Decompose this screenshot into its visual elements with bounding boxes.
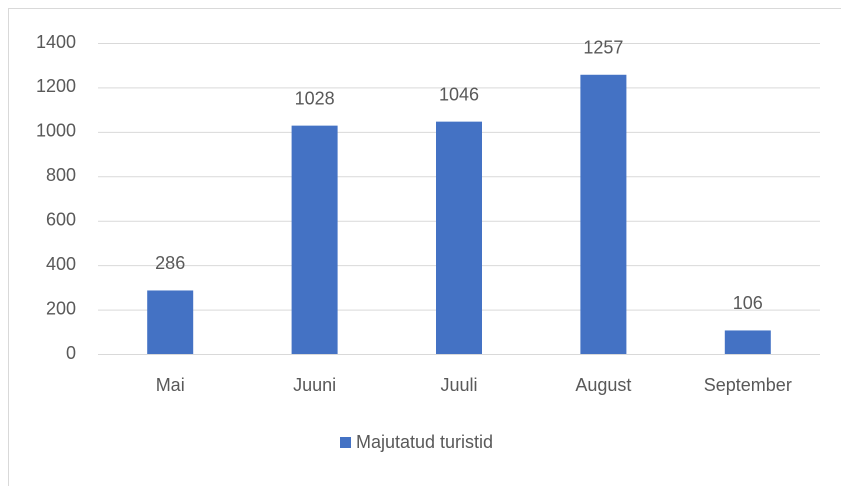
x-tick-label: Mai	[156, 375, 185, 395]
data-label: 106	[733, 293, 763, 313]
y-tick-label: 0	[66, 343, 76, 363]
bar	[291, 125, 338, 354]
legend-label: Majutatud turistid	[356, 432, 493, 452]
chart-frame	[8, 8, 841, 486]
data-label: 1046	[439, 84, 479, 104]
bar	[580, 74, 627, 355]
data-label: 1028	[295, 88, 335, 108]
y-tick-label: 400	[46, 254, 76, 274]
y-tick-label: 600	[46, 209, 76, 229]
data-label: 1257	[583, 38, 623, 58]
y-tick-label: 1200	[36, 76, 76, 96]
x-tick-label: September	[704, 375, 792, 395]
bar	[436, 121, 482, 354]
data-label: 286	[155, 253, 185, 273]
bar	[724, 330, 771, 354]
bar	[147, 290, 194, 354]
x-tick-label: August	[575, 375, 631, 395]
x-tick-label: Juuli	[440, 375, 477, 395]
y-tick-label: 1400	[36, 32, 76, 52]
y-tick-label: 800	[46, 165, 76, 185]
x-tick-label: Juuni	[293, 375, 336, 395]
y-tick-label: 200	[46, 298, 76, 318]
legend-swatch	[340, 437, 351, 448]
y-tick-label: 1000	[36, 121, 76, 141]
